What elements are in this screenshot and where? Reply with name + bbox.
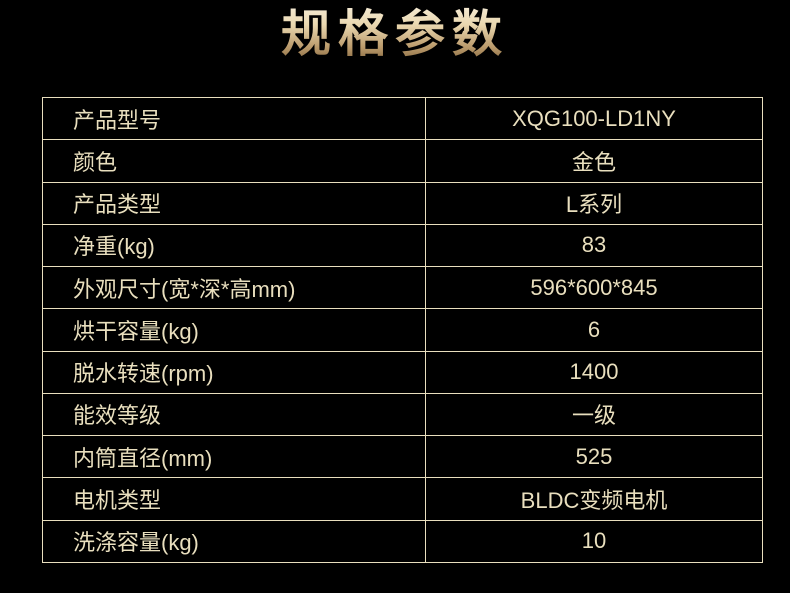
table-row: 产品类型 L系列: [42, 181, 763, 225]
spec-label: 电机类型: [42, 477, 426, 521]
spec-label: 洗涤容量(kg): [42, 519, 426, 564]
table-row: 烘干容量(kg) 6: [42, 308, 763, 352]
table-row: 内筒直径(mm) 525: [42, 435, 763, 479]
spec-table: 产品型号 XQG100-LD1NY 颜色 金色 产品类型 L系列 净重(kg) 83 外观尺寸(…: [42, 96, 763, 564]
spec-value: 6: [425, 308, 763, 352]
spec-label: 净重(kg): [42, 223, 426, 268]
spec-value: 1400: [425, 350, 763, 394]
spec-label: 内筒直径(mm): [42, 435, 426, 479]
table-row: 产品型号 XQG100-LD1NY: [42, 96, 763, 141]
table-row: 电机类型 BLDC变频电机: [42, 477, 763, 521]
spec-value: 83: [425, 223, 763, 268]
spec-value: L系列: [425, 181, 763, 225]
spec-label: 能效等级: [42, 392, 426, 437]
spec-value: 金色: [425, 139, 763, 183]
table-row: 脱水转速(rpm) 1400: [42, 350, 763, 394]
spec-label: 产品型号: [42, 96, 426, 141]
spec-label: 外观尺寸(宽*深*高mm): [42, 266, 426, 310]
spec-value: 525: [425, 435, 763, 479]
spec-table-body: 产品型号 XQG100-LD1NY 颜色 金色 产品类型 L系列 净重(kg) 83 外观尺寸(…: [42, 96, 763, 564]
table-row: 净重(kg) 83: [42, 223, 763, 268]
spec-label: 烘干容量(kg): [42, 308, 426, 352]
spec-value: 596*600*845: [425, 266, 763, 310]
spec-label: 产品类型: [42, 181, 426, 225]
spec-value: BLDC变频电机: [425, 477, 763, 521]
table-row: 洗涤容量(kg) 10: [42, 519, 763, 564]
spec-label: 颜色: [42, 139, 426, 183]
page-title: 规格参数: [0, 0, 790, 61]
table-row: 颜色 金色: [42, 139, 763, 183]
spec-value: 10: [425, 519, 763, 564]
spec-label: 脱水转速(rpm): [42, 350, 426, 394]
table-row: 能效等级 一级: [42, 392, 763, 437]
table-row: 外观尺寸(宽*深*高mm) 596*600*845: [42, 266, 763, 310]
spec-value: 一级: [425, 392, 763, 437]
spec-value: XQG100-LD1NY: [425, 96, 763, 141]
